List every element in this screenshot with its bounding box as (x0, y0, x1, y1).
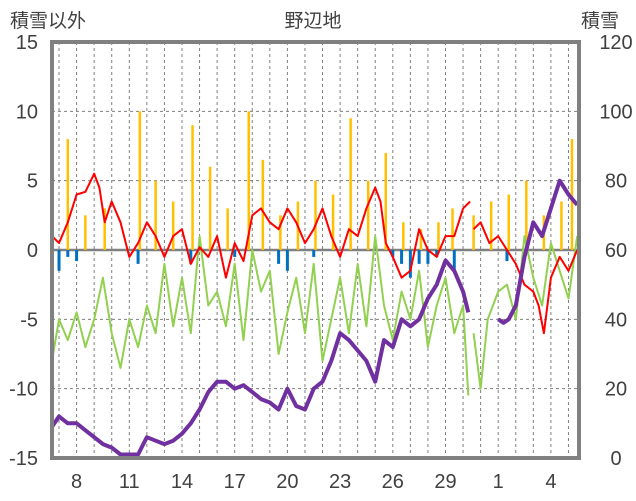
sunshine-bar (208, 166, 212, 250)
precipitation-bar (452, 250, 456, 271)
sunshine-bar (154, 180, 157, 250)
x-tick-label: 11 (119, 471, 140, 493)
precipitation-bar (400, 250, 404, 264)
grid-lines (52, 42, 579, 458)
series-layer (50, 111, 579, 457)
sunshine-bar (451, 208, 454, 250)
sunshine-bar (507, 194, 510, 250)
sunshine-bar (279, 215, 282, 250)
chart-title: 野辺地 (284, 10, 341, 32)
x-tick-label: 14 (171, 471, 193, 493)
right-tick-label: 0 (610, 448, 621, 470)
sunshine-bar (66, 139, 70, 250)
temperature-max-line (472, 221, 579, 335)
sunshine-bar (560, 201, 563, 250)
left-axis-ticks: 15 10 5 0 -5 -10 -15 (9, 32, 38, 470)
sunshine-bar (525, 180, 528, 250)
temperature-max-line (51, 172, 471, 279)
sunshine-bar (419, 229, 423, 250)
snow-depth-line (497, 178, 579, 325)
x-tick-label: 17 (224, 471, 246, 493)
sunshine-bar (349, 118, 352, 251)
right-tick-label: 20 (605, 379, 627, 401)
right-tick-label: 100 (599, 101, 632, 123)
sunshine-bar (171, 201, 175, 250)
x-tick-label: 20 (276, 471, 298, 493)
sunshine-bar (191, 125, 194, 250)
sunshine-bar (138, 111, 142, 250)
precipitation-bar (233, 250, 237, 257)
left-tick-label: 5 (27, 171, 38, 193)
x-tick-label: 26 (382, 471, 404, 493)
temperature-min-line (472, 235, 579, 390)
sunshine-bar (331, 194, 335, 250)
x-axis-ticks: 8 11 14 17 20 23 26 29 1 4 (71, 471, 556, 493)
right-tick-label: 120 (599, 32, 632, 54)
precipitation-bar (57, 250, 61, 271)
sunshine-bar (570, 139, 574, 250)
precipitation-bar (391, 250, 395, 257)
right-axis-label: 積雪 (581, 10, 619, 32)
precipitation-bar (312, 250, 316, 257)
right-tick-label: 60 (605, 240, 627, 262)
precipitation-bar (408, 250, 412, 278)
sunshine-bar (366, 180, 370, 250)
snow-depth-line (50, 258, 471, 457)
plot-frame (50, 40, 581, 460)
sunshine-bar (489, 201, 493, 250)
sunshine-bar (261, 159, 265, 250)
left-tick-label: 15 (16, 32, 38, 54)
right-tick-label: 40 (605, 309, 627, 331)
precipitation-bar (505, 250, 509, 262)
precipitation-bar (136, 250, 140, 264)
left-axis-label: 積雪以外 (10, 10, 86, 32)
sunshine-bar (384, 152, 388, 250)
sunshine-bar (84, 215, 87, 250)
precipitation-bar (426, 250, 430, 264)
x-tick-label: 8 (71, 471, 82, 493)
temperature-min-line (51, 235, 470, 396)
left-tick-label: -10 (9, 379, 38, 401)
precipitation-bar (75, 250, 79, 262)
precipitation-bar (435, 250, 439, 257)
sunshine-bar (437, 222, 440, 250)
left-tick-label: 0 (27, 240, 38, 262)
precipitation-bar (66, 250, 70, 257)
sunshine-bar (472, 215, 475, 250)
left-tick-label: -5 (20, 309, 38, 331)
x-tick-label: 1 (493, 471, 504, 493)
precipitation-bar (417, 250, 421, 264)
right-tick-label: 80 (605, 171, 627, 193)
sunshine-bar (402, 222, 405, 250)
x-tick-label: 23 (329, 471, 351, 493)
precipitation-bar (277, 250, 281, 264)
left-tick-label: 10 (16, 101, 38, 123)
x-tick-label: 29 (434, 471, 456, 493)
sunshine-bar (103, 208, 106, 250)
precipitation-bar (285, 250, 289, 271)
precipitation-bar (189, 250, 193, 264)
sunshine-bar (247, 111, 250, 250)
sunshine-bar (314, 180, 317, 250)
sunshine-bar (226, 208, 229, 250)
right-axis-ticks: 120 100 80 60 40 20 0 (599, 32, 632, 470)
left-tick-label: -15 (9, 448, 38, 470)
x-tick-label: 4 (545, 471, 556, 493)
